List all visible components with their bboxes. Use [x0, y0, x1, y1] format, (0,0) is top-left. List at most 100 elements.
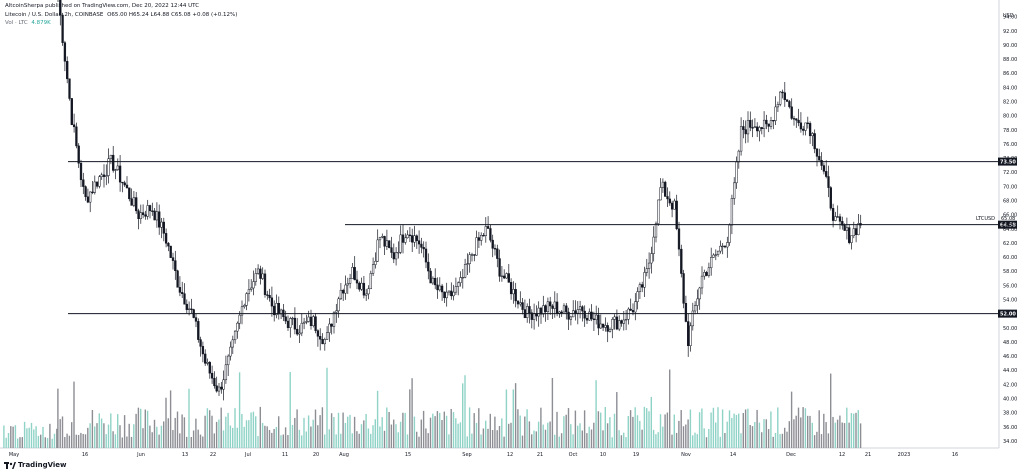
- volume-bar: [765, 419, 767, 448]
- candle-body: [693, 305, 697, 312]
- candle-body: [707, 267, 711, 276]
- candle-body: [171, 257, 175, 261]
- volume-bar: [46, 438, 49, 448]
- candle-body: [480, 235, 483, 241]
- candle-body: [369, 273, 372, 290]
- volume-bar: [365, 413, 367, 448]
- volume-bar: [167, 418, 169, 448]
- volume-bar: [715, 422, 717, 448]
- volume-bar: [333, 416, 335, 448]
- volume-bar: [448, 434, 450, 448]
- candle-body: [562, 305, 566, 313]
- candle-body: [484, 226, 487, 236]
- candle-body: [555, 301, 559, 314]
- candle-body: [266, 294, 269, 296]
- candle-body: [321, 338, 324, 345]
- volume-bar: [836, 419, 839, 448]
- candle-body: [362, 282, 366, 296]
- volume-bar: [218, 419, 220, 448]
- volume-bar: [524, 416, 526, 448]
- x-tick-label: 2023: [898, 452, 911, 458]
- candle-body: [737, 150, 740, 163]
- candle-body: [473, 254, 476, 256]
- volume-bar: [632, 416, 634, 448]
- volume-bar: [195, 418, 197, 448]
- volume-bar: [137, 407, 140, 448]
- volume-bar: [176, 411, 179, 448]
- volume-bar: [181, 414, 183, 448]
- volume-bar: [788, 421, 790, 448]
- publisher-text: AltcoinSherpa published on TradingView.c…: [5, 3, 200, 9]
- volume-bar: [268, 429, 271, 448]
- candle-body: [243, 305, 246, 308]
- x-tick-label: 11: [282, 452, 288, 458]
- volume-bar: [597, 411, 600, 448]
- candle-body: [654, 223, 658, 238]
- candle-body: [344, 284, 347, 294]
- volume-bar: [209, 410, 211, 448]
- candle-body: [118, 165, 122, 183]
- candle-body: [404, 237, 407, 243]
- volume-bar: [112, 431, 114, 448]
- volume-bar: [5, 437, 7, 448]
- volume-bar: [107, 424, 110, 448]
- tradingview-logo[interactable]: TradingView: [4, 461, 67, 469]
- volume-bar: [781, 433, 784, 448]
- candle-body: [825, 171, 828, 177]
- candle-body: [105, 175, 108, 177]
- volume-bar: [379, 426, 381, 448]
- tradingview-logo-text: TradingView: [18, 461, 67, 469]
- volume-bar: [478, 408, 480, 448]
- candle-body: [783, 92, 786, 101]
- volume-bar: [579, 423, 581, 448]
- volume-bar: [172, 430, 174, 448]
- volume-bar: [738, 413, 740, 448]
- candle-body: [728, 224, 731, 243]
- volume-bar: [533, 430, 535, 448]
- x-tick-label: 12: [507, 452, 513, 458]
- candle-body: [374, 260, 377, 265]
- y-tick-label: 38.00: [1003, 411, 1017, 417]
- volume-bar: [303, 417, 305, 448]
- volume-bar: [156, 426, 158, 448]
- y-tick-label: 76.00: [1003, 142, 1017, 148]
- volume-bar: [17, 438, 19, 448]
- candle-body: [351, 267, 354, 279]
- candle-body: [848, 227, 851, 243]
- volume-bar: [666, 412, 669, 448]
- volume-bar: [595, 380, 597, 448]
- volume-bar: [386, 407, 388, 448]
- candle-body: [634, 301, 637, 313]
- candle-body: [408, 234, 412, 236]
- volume-bar: [57, 388, 59, 448]
- tradingview-logo-icon: [4, 461, 16, 469]
- volume-bar: [232, 427, 234, 448]
- candle-body: [252, 281, 255, 289]
- volume-bar: [549, 421, 551, 448]
- volume-bar: [222, 430, 225, 448]
- volume-bar: [374, 419, 376, 448]
- volume-bar: [491, 430, 494, 448]
- volume-bar: [84, 434, 87, 448]
- candle-body: [144, 214, 147, 217]
- x-tick-label: 16: [952, 452, 958, 458]
- volume-bar: [551, 378, 554, 448]
- candle-body: [466, 263, 469, 265]
- volume-bar: [535, 431, 537, 448]
- candle-body: [277, 303, 280, 315]
- volume-bar: [521, 435, 524, 448]
- candle-body: [691, 310, 694, 327]
- candle-body: [597, 314, 600, 329]
- volume-bar: [839, 415, 841, 448]
- y-tick-label: 92.00: [1003, 29, 1017, 35]
- candle-body: [155, 211, 159, 221]
- candle-body: [178, 287, 182, 293]
- volume-bar: [606, 423, 609, 448]
- candle-body: [289, 318, 292, 328]
- volume-bar: [204, 415, 206, 448]
- volume-bar: [526, 409, 528, 448]
- candle-body: [355, 279, 359, 284]
- candle-body: [657, 199, 660, 224]
